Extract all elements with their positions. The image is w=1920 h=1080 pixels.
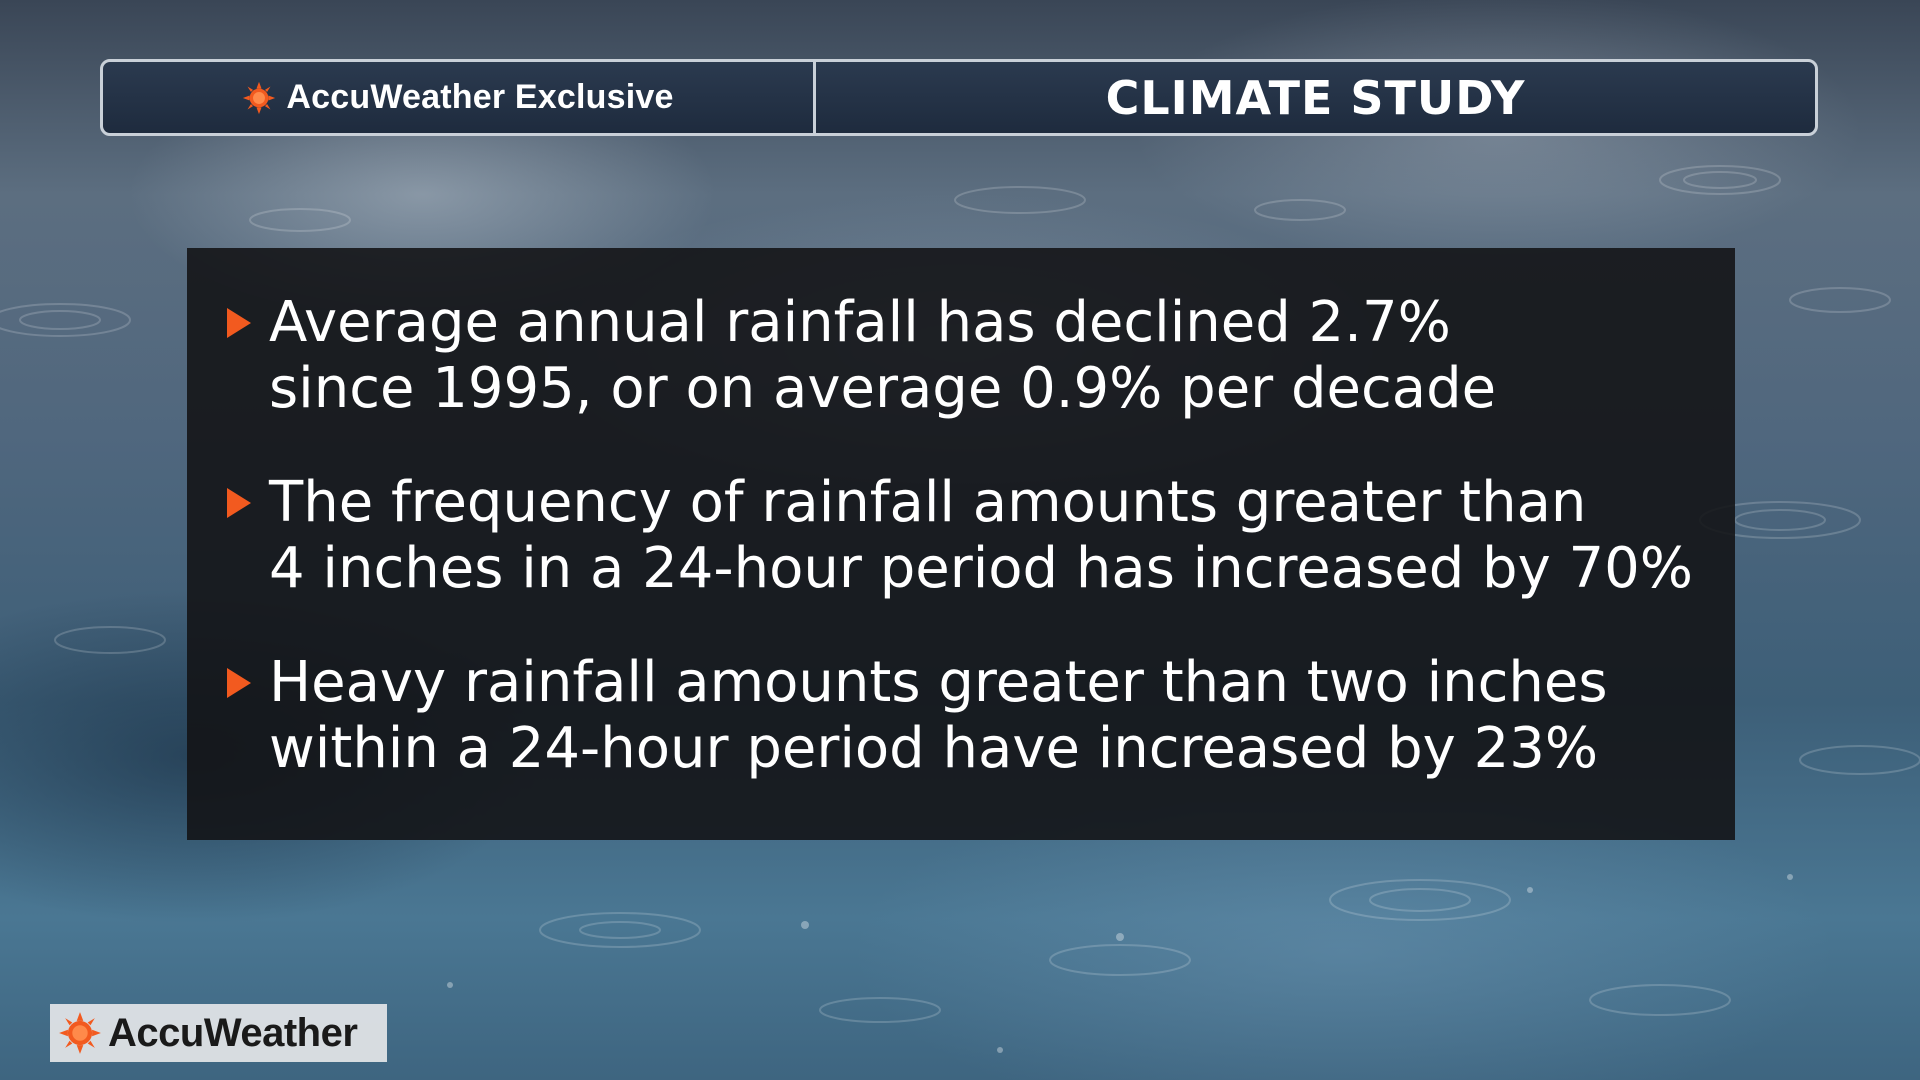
bullet-line: The frequency of rainfall amounts greate… xyxy=(269,470,1587,535)
arrow-bullet-icon xyxy=(227,488,251,518)
arrow-bullet-icon xyxy=(227,308,251,338)
page-title: CLIMATE STUDY xyxy=(1105,70,1526,125)
sun-icon xyxy=(243,81,276,114)
list-item: Average annual rainfall has declined 2.7… xyxy=(227,290,1705,422)
arrow-bullet-icon xyxy=(227,668,251,698)
brand-label: AccuWeather Exclusive xyxy=(286,78,674,116)
header-bar: AccuWeather Exclusive CLIMATE STUDY xyxy=(100,59,1818,136)
bullet-list: Average annual rainfall has declined 2.7… xyxy=(227,290,1705,830)
sun-icon xyxy=(59,1012,101,1054)
bullet-line: Average annual rainfall has declined 2.7… xyxy=(269,290,1451,355)
bullet-line: since 1995, or on average 0.9% per decad… xyxy=(269,356,1497,421)
list-item: The frequency of rainfall amounts greate… xyxy=(227,470,1705,602)
list-item: Heavy rainfall amounts greater than two … xyxy=(227,650,1705,782)
logo-wordmark: AccuWeather xyxy=(108,1010,358,1055)
brand-section: AccuWeather Exclusive xyxy=(103,62,816,133)
bullet-line: 4 inches in a 24-hour period has increas… xyxy=(269,536,1694,601)
content-panel: Average annual rainfall has declined 2.7… xyxy=(187,248,1735,840)
accuweather-logo: AccuWeather xyxy=(50,1004,387,1062)
bullet-line: Heavy rainfall amounts greater than two … xyxy=(269,650,1608,715)
title-section: CLIMATE STUDY xyxy=(816,62,1815,133)
bullet-line: within a 24-hour period have increased b… xyxy=(269,716,1599,781)
